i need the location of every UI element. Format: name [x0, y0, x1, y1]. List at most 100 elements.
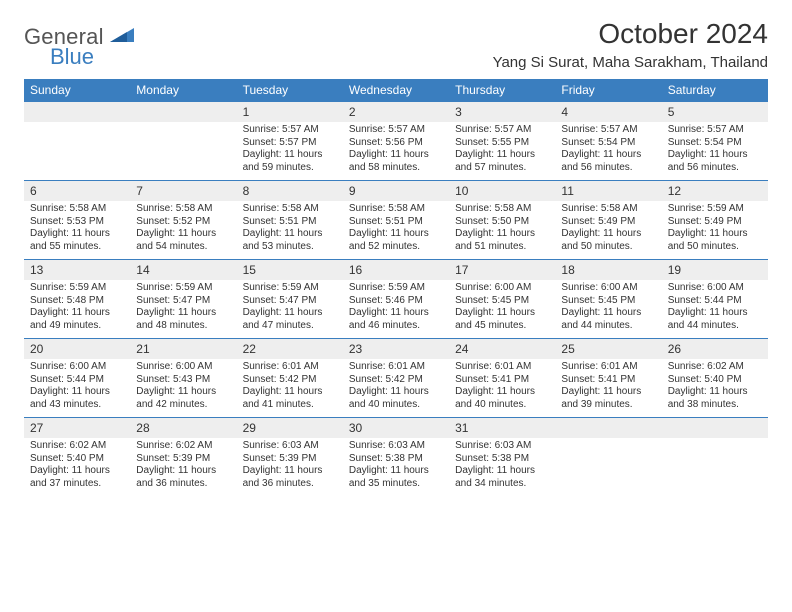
calendar-cell: 3Sunrise: 5:57 AMSunset: 5:55 PMDaylight… — [449, 102, 555, 180]
sunset-line: Sunset: 5:39 PM — [136, 453, 230, 466]
sunset-line: Sunset: 5:47 PM — [136, 295, 230, 308]
sunrise-line: Sunrise: 5:59 AM — [243, 282, 337, 295]
calendar-cell: 9Sunrise: 5:58 AMSunset: 5:51 PMDaylight… — [343, 181, 449, 259]
sunset-line: Sunset: 5:47 PM — [243, 295, 337, 308]
calendar-cell: 10Sunrise: 5:58 AMSunset: 5:50 PMDayligh… — [449, 181, 555, 259]
cell-body: Sunrise: 5:58 AMSunset: 5:52 PMDaylight:… — [130, 201, 236, 257]
cell-body: Sunrise: 5:59 AMSunset: 5:49 PMDaylight:… — [662, 201, 768, 257]
sunset-line: Sunset: 5:43 PM — [136, 374, 230, 387]
calendar-cell: 8Sunrise: 5:58 AMSunset: 5:51 PMDaylight… — [237, 181, 343, 259]
calendar: Sunday Monday Tuesday Wednesday Thursday… — [24, 79, 768, 496]
day-number: 31 — [449, 418, 555, 438]
day-number — [24, 102, 130, 122]
sunrise-line: Sunrise: 5:58 AM — [561, 203, 655, 216]
cell-body: Sunrise: 6:01 AMSunset: 5:41 PMDaylight:… — [449, 359, 555, 415]
calendar-cell: 18Sunrise: 6:00 AMSunset: 5:45 PMDayligh… — [555, 260, 661, 338]
daylight-line2: and 40 minutes. — [455, 399, 549, 412]
sunset-line: Sunset: 5:49 PM — [668, 216, 762, 229]
sunrise-line: Sunrise: 5:59 AM — [136, 282, 230, 295]
cell-body: Sunrise: 5:57 AMSunset: 5:54 PMDaylight:… — [555, 122, 661, 178]
sunset-line: Sunset: 5:51 PM — [243, 216, 337, 229]
sunrise-line: Sunrise: 5:58 AM — [136, 203, 230, 216]
cell-body: Sunrise: 5:59 AMSunset: 5:47 PMDaylight:… — [130, 280, 236, 336]
cell-body: Sunrise: 6:00 AMSunset: 5:44 PMDaylight:… — [662, 280, 768, 336]
weekday-label: Friday — [555, 79, 661, 102]
cell-body: Sunrise: 6:01 AMSunset: 5:42 PMDaylight:… — [237, 359, 343, 415]
daylight-line: Daylight: 11 hours — [561, 228, 655, 241]
daylight-line: Daylight: 11 hours — [668, 307, 762, 320]
daylight-line2: and 42 minutes. — [136, 399, 230, 412]
daylight-line: Daylight: 11 hours — [561, 149, 655, 162]
calendar-week: 1 Sunrise: 5:57 AMSunset: 5:57 PM Daylight… — [24, 102, 768, 180]
daylight-line: Daylight: 11 hours — [243, 386, 337, 399]
cell-body: Sunrise: 5:59 AMSunset: 5:46 PMDaylight:… — [343, 280, 449, 336]
sunrise-line: Sunrise: 6:01 AM — [349, 361, 443, 374]
day-number: 10 — [449, 181, 555, 201]
day-number: 24 — [449, 339, 555, 359]
calendar-cell — [555, 418, 661, 496]
sunrise-line: Sunrise: 6:00 AM — [30, 361, 124, 374]
daylight-line: Daylight: 11 hours — [455, 149, 549, 162]
calendar-cell: 20Sunrise: 6:00 AMSunset: 5:44 PMDayligh… — [24, 339, 130, 417]
cell-body: Sunrise: 6:03 AMSunset: 5:38 PMDaylight:… — [449, 438, 555, 494]
day-number: 12 — [662, 181, 768, 201]
cell-body: Sunrise: 5:58 AMSunset: 5:53 PMDaylight:… — [24, 201, 130, 257]
daylight-line2: and 51 minutes. — [455, 241, 549, 254]
cell-body: Sunrise: 6:00 AMSunset: 5:43 PMDaylight:… — [130, 359, 236, 415]
sunrise-line: Sunrise: 5:59 AM — [349, 282, 443, 295]
sunset-line: Sunset: 5:54 PM — [668, 137, 762, 150]
daylight-line2: and 56 minutes. — [668, 162, 762, 175]
daylight-line: Daylight: 11 hours — [455, 465, 549, 478]
daylight-line2: and 37 minutes. — [30, 478, 124, 491]
sunset-line: Sunset: 5:55 PM — [455, 137, 549, 150]
daylight-line2: and 46 minutes. — [349, 320, 443, 333]
sunset-line: Sunset: 5:54 PM — [561, 137, 655, 150]
daylight-line2: and 52 minutes. — [349, 241, 443, 254]
sunrise-line: Sunrise: 6:03 AM — [455, 440, 549, 453]
sunset-line: Sunset: 5:42 PM — [243, 374, 337, 387]
daylight-line: Daylight: 11 hours — [668, 228, 762, 241]
day-number: 25 — [555, 339, 661, 359]
calendar-week: 6Sunrise: 5:58 AMSunset: 5:53 PMDaylight… — [24, 180, 768, 259]
sunset-line: Sunset: 5:57 PM — [243, 137, 337, 150]
daylight-line: Daylight: 11 hours — [136, 228, 230, 241]
daylight-line: Daylight: 11 hours — [455, 228, 549, 241]
calendar-cell — [130, 102, 236, 180]
daylight-line2: and 59 minutes. — [243, 162, 337, 175]
calendar-cell: 11Sunrise: 5:58 AMSunset: 5:49 PMDayligh… — [555, 181, 661, 259]
calendar-cell: 12Sunrise: 5:59 AMSunset: 5:49 PMDayligh… — [662, 181, 768, 259]
daylight-line2: and 35 minutes. — [349, 478, 443, 491]
daylight-line: Daylight: 11 hours — [668, 386, 762, 399]
sunrise-line: Sunrise: 6:00 AM — [455, 282, 549, 295]
calendar-cell: 17Sunrise: 6:00 AMSunset: 5:45 PMDayligh… — [449, 260, 555, 338]
calendar-cell: 6Sunrise: 5:58 AMSunset: 5:53 PMDaylight… — [24, 181, 130, 259]
day-number — [130, 102, 236, 122]
sunset-line: Sunset: 5:49 PM — [561, 216, 655, 229]
daylight-line: Daylight: 11 hours — [243, 228, 337, 241]
calendar-cell: 30Sunrise: 6:03 AMSunset: 5:38 PMDayligh… — [343, 418, 449, 496]
calendar-cell: 22Sunrise: 6:01 AMSunset: 5:42 PMDayligh… — [237, 339, 343, 417]
sunrise-line: Sunrise: 5:57 AM — [243, 124, 337, 137]
cell-body: Sunrise: 5:57 AMSunset: 5:54 PMDaylight:… — [662, 122, 768, 178]
daylight-line2: and 44 minutes. — [668, 320, 762, 333]
daylight-line: Daylight: 11 hours — [243, 307, 337, 320]
calendar-cell: 14Sunrise: 5:59 AMSunset: 5:47 PMDayligh… — [130, 260, 236, 338]
day-number: 23 — [343, 339, 449, 359]
cell-body: Sunrise: 5:59 AMSunset: 5:48 PMDaylight:… — [24, 280, 130, 336]
calendar-cell: 2Sunrise: 5:57 AMSunset: 5:56 PMDaylight… — [343, 102, 449, 180]
calendar-cell — [662, 418, 768, 496]
cell-body: Sunrise: 5:57 AMSunset: 5:56 PMDaylight:… — [343, 122, 449, 178]
daylight-line2: and 56 minutes. — [561, 162, 655, 175]
calendar-cell: 23Sunrise: 6:01 AMSunset: 5:42 PMDayligh… — [343, 339, 449, 417]
daylight-line2: and 58 minutes. — [349, 162, 443, 175]
daylight-line: Daylight: 11 hours — [455, 307, 549, 320]
day-number: 8 — [237, 181, 343, 201]
daylight-line: Daylight: 11 hours — [349, 307, 443, 320]
logo-triangle-icon — [110, 28, 136, 49]
day-number: 19 — [662, 260, 768, 280]
calendar-cell: 29Sunrise: 6:03 AMSunset: 5:39 PMDayligh… — [237, 418, 343, 496]
day-number: 1 — [237, 102, 343, 122]
sunset-line: Sunset: 5:45 PM — [561, 295, 655, 308]
day-number — [662, 418, 768, 438]
cell-body: Sunrise: 5:58 AMSunset: 5:51 PMDaylight:… — [237, 201, 343, 257]
